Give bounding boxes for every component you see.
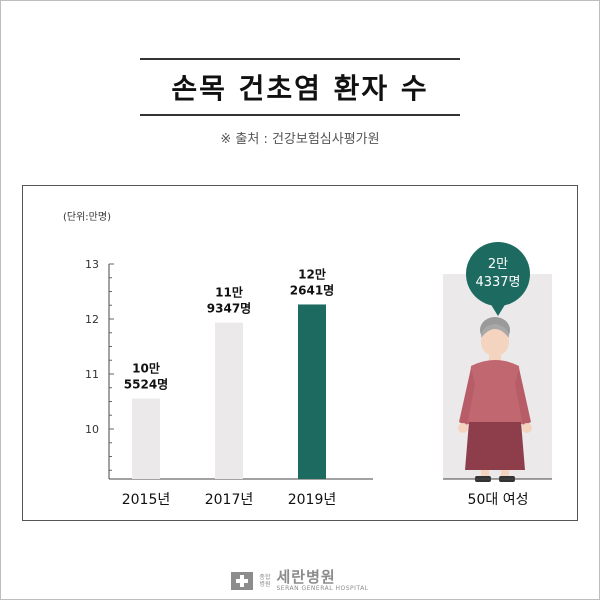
x-tick-label: 2015년 <box>122 492 171 508</box>
bar-label-line1: 11만 <box>215 285 243 300</box>
bar <box>215 322 243 479</box>
logo-small-2: 병원 <box>259 581 271 588</box>
x-tick-label: 2017년 <box>205 492 254 508</box>
page-title: 손목 건초염 환자 수 <box>171 72 429 105</box>
title-box: 손목 건초염 환자 수 <box>140 58 460 116</box>
bar-label-line2: 2641명 <box>290 283 334 297</box>
bar-label-line1: 10만 <box>132 361 160 376</box>
elderly-woman-illustration <box>458 317 532 482</box>
logo-text: 세란병원 SERAN GENERAL HOSPITAL <box>276 567 369 593</box>
side-label: 50대 여성 <box>468 492 529 508</box>
y-tick-label: 11 <box>85 368 99 381</box>
source-note: ※ 출처 : 건강보험심사평가원 <box>220 132 380 147</box>
speech-bubble: 2만 4337명 <box>466 242 530 316</box>
bar <box>298 304 326 479</box>
bar-label-line1: 12만 <box>298 266 326 281</box>
hospital-logo: 종합 병원 세란병원 SERAN GENERAL HOSPITAL <box>0 566 600 596</box>
x-tick-label: 2019년 <box>288 492 337 508</box>
logo-name-en: SERAN GENERAL HOSPITAL <box>276 584 369 592</box>
y-tick-label: 10 <box>85 423 99 436</box>
y-tick-label: 13 <box>85 258 99 271</box>
bar-chart: (단위:만명) 10 11 12 13 10만 5524명 2015년 11만 9347명 20… <box>63 210 552 508</box>
bubble-text-2: 4337명 <box>475 275 520 290</box>
bar-label-line2: 9347명 <box>207 302 251 316</box>
bar-label-line2: 5524명 <box>124 378 168 392</box>
chart-panel: (단위:만명) 10 11 12 13 10만 5524명 2015년 11만 9347명 20… <box>22 185 578 521</box>
unit-label: (단위:만명) <box>63 210 111 223</box>
logo-small-1: 종합 <box>259 574 271 581</box>
cross-icon <box>231 572 254 590</box>
bubble-text-1: 2만 <box>488 257 508 272</box>
logo-small-text: 종합 병원 <box>259 574 270 588</box>
logo-name: 세란병원 <box>276 567 336 586</box>
bar <box>132 398 160 479</box>
y-tick-label: 12 <box>85 313 99 326</box>
